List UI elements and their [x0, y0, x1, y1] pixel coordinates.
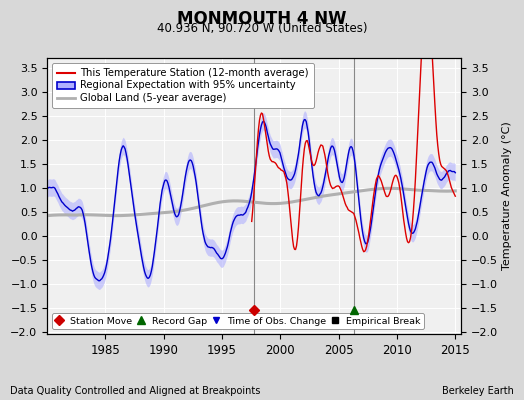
- Text: Berkeley Earth: Berkeley Earth: [442, 386, 514, 396]
- Text: Data Quality Controlled and Aligned at Breakpoints: Data Quality Controlled and Aligned at B…: [10, 386, 261, 396]
- Text: 40.936 N, 90.720 W (United States): 40.936 N, 90.720 W (United States): [157, 22, 367, 35]
- Legend: Station Move, Record Gap, Time of Obs. Change, Empirical Break: Station Move, Record Gap, Time of Obs. C…: [52, 313, 424, 329]
- Y-axis label: Temperature Anomaly (°C): Temperature Anomaly (°C): [502, 122, 512, 270]
- Text: MONMOUTH 4 NW: MONMOUTH 4 NW: [177, 10, 347, 28]
